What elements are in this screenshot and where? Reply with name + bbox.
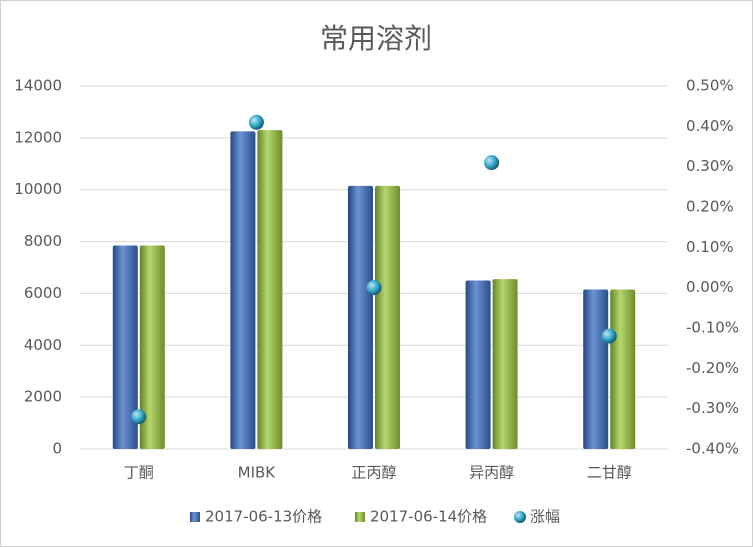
- legend-label: 涨幅: [530, 508, 560, 526]
- bar: [610, 289, 636, 449]
- y-tick-label: 4000: [24, 336, 62, 354]
- y2-tick-label: -0.30%: [686, 399, 739, 417]
- y2-tick-label: -0.20%: [686, 359, 739, 377]
- y-tick-label: 2000: [24, 388, 62, 406]
- bar: [348, 185, 373, 449]
- y-tick-label: 6000: [24, 284, 62, 302]
- x-tick-label: 正丙醇: [351, 464, 396, 482]
- x-tick-label: 二甘醇: [587, 464, 632, 482]
- y2-tick-label: -0.40%: [686, 440, 739, 458]
- bar: [230, 131, 256, 449]
- y-tick-label: 0: [52, 440, 62, 458]
- y2-tick-label: -0.10%: [686, 319, 739, 337]
- legend-label: 2017-06-13价格: [205, 508, 322, 526]
- point: [248, 114, 264, 130]
- legend-marker: [190, 512, 200, 522]
- y2-tick-label: 0.10%: [686, 238, 734, 256]
- point: [366, 280, 382, 296]
- y-tick-label: 14000: [14, 77, 62, 95]
- y2-tick-label: 0.20%: [686, 198, 734, 216]
- y-tick-label: 12000: [14, 128, 62, 146]
- bar: [139, 245, 165, 449]
- x-tick-label: MIBK: [238, 464, 277, 482]
- x-tick-label: 异丙醇: [469, 464, 514, 482]
- bar: [583, 289, 609, 449]
- legend-marker: [514, 511, 526, 523]
- point: [131, 409, 147, 425]
- y-tick-label: 8000: [24, 232, 62, 250]
- bar: [257, 130, 283, 450]
- y2-tick-label: 0.40%: [686, 117, 734, 135]
- chart-title: 常用溶剂: [320, 22, 432, 55]
- y2-tick-label: 0.30%: [686, 157, 734, 175]
- bar: [465, 280, 491, 449]
- legend-marker: [355, 512, 365, 522]
- bar: [112, 245, 138, 449]
- y2-tick-label: 0.00%: [686, 278, 734, 296]
- y2-tick-label: 0.50%: [686, 77, 734, 95]
- bar: [492, 279, 518, 449]
- legend-label: 2017-06-14价格: [370, 508, 487, 526]
- point: [601, 328, 617, 344]
- x-tick-label: 丁酮: [124, 464, 154, 482]
- bar: [375, 185, 400, 449]
- y-tick-label: 10000: [14, 180, 62, 198]
- point: [484, 155, 500, 171]
